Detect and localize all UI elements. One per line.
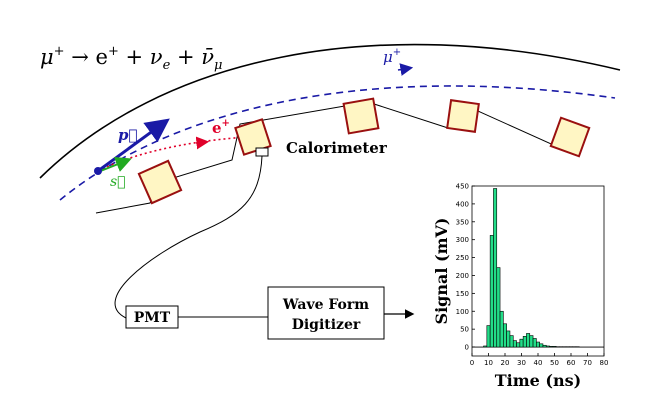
y-axis-label: Signal (mV): [432, 218, 451, 325]
positron-label: e+: [212, 118, 230, 137]
histogram-bar: [545, 345, 550, 348]
histogram-bar: [499, 310, 504, 348]
digitizer-label-line2: Digitizer: [292, 317, 361, 333]
calorimeter-box-4: [446, 99, 480, 133]
calorimeter-box-1: [137, 159, 183, 205]
histogram-bar: [549, 346, 554, 348]
histogram-bar: [519, 338, 524, 348]
y-tick-label: 150: [456, 290, 469, 298]
histogram-bar: [503, 323, 507, 348]
positron-path: [97, 136, 249, 172]
positron-arrow: [195, 136, 210, 150]
histogram-bar: [506, 330, 511, 348]
y-tick-label: 0: [465, 344, 469, 352]
histogram-bar: [483, 345, 488, 348]
signal-histogram: 0 50 100 150 200 250 300 350 400 450 0 10 20 30 40 50 6…: [432, 183, 608, 391]
digitizer-label-line1: Wave Form: [282, 297, 369, 313]
muon-orbit-path: [59, 85, 616, 201]
calorimeter-box-5: [549, 116, 591, 158]
momentum-label: p⃗: [118, 126, 138, 144]
x-tick-label: 70: [583, 359, 592, 367]
histogram-bar: [526, 333, 531, 348]
light-guide-cable: [114, 155, 263, 319]
x-axis-label: Time (ns): [495, 371, 581, 390]
pmt-mount: [255, 147, 269, 157]
histogram-bar: [509, 335, 514, 348]
histogram-bar: [536, 341, 540, 348]
histogram-bar: [486, 325, 491, 348]
decay-equation: μ+ → e+ + νe + ν̄μ: [40, 44, 222, 73]
histogram-bar: [512, 340, 517, 348]
storage-ring-arc: [39, 43, 621, 179]
histogram-bar: [532, 338, 537, 348]
y-tick-label: 450: [456, 183, 469, 191]
y-tick-label: 50: [460, 326, 469, 334]
calorimeter-box-3: [342, 97, 380, 135]
histogram-bar: [542, 344, 547, 348]
histogram-bar: [489, 235, 494, 348]
x-tick-group: 0 10 20 30 40 50 60 70 80: [470, 353, 609, 367]
y-tick-label: 200: [456, 272, 469, 280]
pmt-label: PMT: [134, 310, 171, 326]
histogram-bar: [516, 342, 521, 348]
x-tick-label: 30: [517, 359, 526, 367]
y-tick-label: 100: [456, 308, 469, 316]
muon-orbit-arrow: [397, 63, 414, 76]
x-tick-label: 20: [501, 359, 510, 367]
histogram-bar: [529, 335, 534, 348]
calorimeter-label: Calorimeter: [286, 139, 388, 157]
histogram-bar: [552, 346, 557, 348]
spin-vector: [97, 157, 132, 173]
momentum-vector: [97, 118, 170, 173]
histogram-bar: [493, 188, 498, 348]
x-tick-label: 80: [600, 359, 609, 367]
spin-label: s⃗: [110, 174, 126, 190]
histogram-bar: [539, 343, 544, 348]
y-tick-group: 0 50 100 150 200 250 300 350 400 450: [456, 183, 475, 352]
y-tick-label: 300: [456, 236, 469, 244]
x-tick-label: 40: [534, 359, 543, 367]
y-tick-label: 350: [456, 218, 469, 226]
bar-group: [483, 188, 580, 348]
x-tick-label: 50: [550, 359, 559, 367]
digitizer-box: [267, 286, 385, 340]
x-tick-label: 60: [567, 359, 576, 367]
x-tick-label: 0: [470, 359, 474, 367]
muon-dot: [94, 167, 102, 175]
y-tick-label: 400: [456, 200, 469, 208]
muon-orbit-label: μ+: [383, 47, 401, 66]
histogram-bar: [522, 336, 527, 348]
x-tick-label: 10: [484, 359, 493, 367]
y-tick-label: 250: [456, 254, 469, 262]
histogram-bar: [496, 267, 501, 348]
